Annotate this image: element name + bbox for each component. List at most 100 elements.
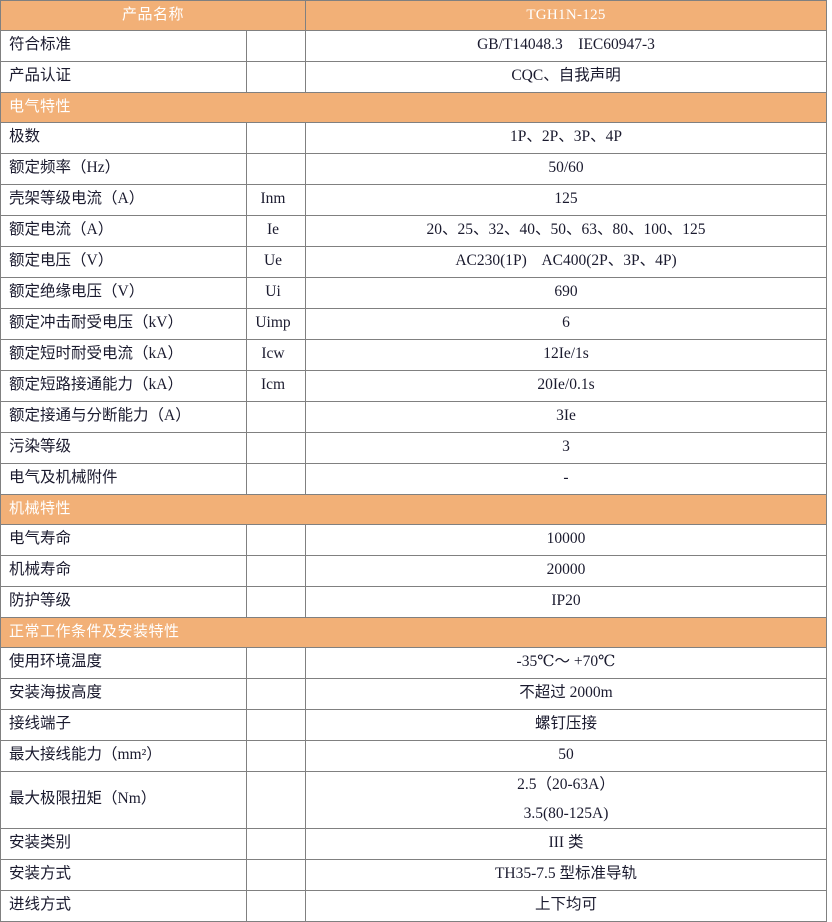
- spec-value-line: -: [563, 469, 569, 487]
- spec-label: 污染等级: [0, 432, 247, 464]
- section-header-label: 电气特性: [0, 92, 828, 123]
- spec-row: 额定电压（V） Ue AC230(1P) AC400(2P、3P、4P): [0, 246, 828, 278]
- spec-label: 额定短时耐受电流（kA）: [0, 339, 247, 371]
- spec-value-line: 50: [558, 746, 574, 764]
- spec-label: 额定绝缘电压（V）: [0, 277, 247, 309]
- spec-row: 额定绝缘电压（V） Ui 690: [0, 277, 828, 309]
- spec-label: 壳架等级电流（A）: [0, 184, 247, 216]
- spec-value: 螺钉压接: [305, 709, 828, 741]
- spec-row: 安装类别 III 类: [0, 828, 828, 860]
- spec-value: 6: [305, 308, 828, 340]
- section-header-label: 机械特性: [0, 494, 828, 525]
- spec-label: 接线端子: [0, 709, 247, 741]
- spec-value-line: 20Ie/0.1s: [537, 376, 595, 394]
- spec-row: 最大接线能力（mm²） 50: [0, 740, 828, 772]
- spec-row: 额定接通与分断能力（A） 3Ie: [0, 401, 828, 433]
- spec-value-line: 50/60: [548, 159, 584, 177]
- spec-symbol: [245, 740, 307, 772]
- spec-value: 50/60: [305, 153, 828, 185]
- spec-symbol: [245, 524, 307, 556]
- spec-row: 额定短路接通能力（kA） Icm 20Ie/0.1s: [0, 370, 828, 402]
- spec-symbol: Ui: [245, 277, 307, 309]
- spec-value: 20000: [305, 555, 828, 587]
- spec-value-line: 上下均可: [535, 896, 598, 914]
- spec-value: 10000: [305, 524, 828, 556]
- spec-symbol: [245, 771, 307, 829]
- spec-value-line: 不超过 2000m: [519, 684, 613, 702]
- spec-value-line: 3.5(80-125A): [523, 804, 609, 822]
- spec-label: 机械寿命: [0, 555, 247, 587]
- spec-value-line: TH35-7.5 型标准导轨: [494, 865, 638, 883]
- spec-label: 最大极限扭矩（Nm）: [0, 771, 247, 829]
- spec-value-line: 125: [554, 190, 578, 208]
- spec-value: -: [305, 463, 828, 495]
- spec-label: 符合标准: [0, 30, 247, 62]
- spec-row: 产品认证 CQC、自我声明: [0, 61, 828, 93]
- spec-symbol: [245, 61, 307, 93]
- spec-symbol: Inm: [245, 184, 307, 216]
- spec-row: 额定短时耐受电流（kA） Icw 12Ie/1s: [0, 339, 828, 371]
- spec-row: 符合标准 GB/T14048.3 IEC60947-3: [0, 30, 828, 62]
- spec-value-line: -35℃～ +70℃: [516, 653, 616, 671]
- spec-label: 防护等级: [0, 586, 247, 618]
- spec-value: 3Ie: [305, 401, 828, 433]
- spec-row: 污染等级 3: [0, 432, 828, 464]
- spec-row: 极数 1P、2P、3P、4P: [0, 122, 828, 154]
- spec-symbol: Ie: [245, 215, 307, 247]
- spec-label: 额定接通与分断能力（A）: [0, 401, 247, 433]
- spec-row: 电气及机械附件 -: [0, 463, 828, 495]
- spec-label: 电气及机械附件: [0, 463, 247, 495]
- spec-value: 50: [305, 740, 828, 772]
- section-header-row: 电气特性: [0, 92, 828, 123]
- spec-symbol: [245, 709, 307, 741]
- spec-row: 电气寿命 10000: [0, 524, 828, 556]
- spec-value: 2.5（20-63A） 3.5(80-125A): [305, 771, 828, 829]
- spec-row: 进线方式 上下均可: [0, 890, 828, 922]
- spec-value: 上下均可: [305, 890, 828, 922]
- spec-value-line: III 类: [548, 834, 584, 852]
- spec-symbol: [245, 30, 307, 62]
- spec-value-line: AC230(1P) AC400(2P、3P、4P): [455, 252, 677, 270]
- spec-value-line: 20000: [546, 561, 586, 579]
- spec-value: 690: [305, 277, 828, 309]
- spec-value-line: 2.5（20-63A）: [517, 776, 615, 794]
- spec-symbol: [245, 463, 307, 495]
- spec-row: 安装海拔高度 不超过 2000m: [0, 678, 828, 710]
- spec-symbol: [245, 678, 307, 710]
- spec-value: TH35-7.5 型标准导轨: [305, 859, 828, 891]
- spec-label: 极数: [0, 122, 247, 154]
- spec-symbol: [245, 555, 307, 587]
- product-name-header: 产品名称: [0, 0, 307, 31]
- spec-value: CQC、自我声明: [305, 61, 828, 93]
- spec-row: 额定冲击耐受电压（kV） Uimp 6: [0, 308, 828, 340]
- spec-value: 125: [305, 184, 828, 216]
- spec-symbol: [245, 859, 307, 891]
- spec-label: 安装海拔高度: [0, 678, 247, 710]
- section-header-row: 机械特性: [0, 494, 828, 525]
- spec-label: 使用环境温度: [0, 647, 247, 679]
- spec-value: 不超过 2000m: [305, 678, 828, 710]
- spec-row: 机械寿命 20000: [0, 555, 828, 587]
- spec-value: -35℃～ +70℃: [305, 647, 828, 679]
- spec-symbol: [245, 647, 307, 679]
- spec-value: AC230(1P) AC400(2P、3P、4P): [305, 246, 828, 278]
- spec-value-line: 12Ie/1s: [543, 345, 589, 363]
- spec-label: 额定短路接通能力（kA）: [0, 370, 247, 402]
- spec-value-line: 1P、2P、3P、4P: [510, 128, 622, 146]
- spec-symbol: [245, 890, 307, 922]
- spec-value: 3: [305, 432, 828, 464]
- spec-symbol: [245, 401, 307, 433]
- spec-value-line: CQC、自我声明: [511, 67, 621, 85]
- spec-label: 额定冲击耐受电压（kV）: [0, 308, 247, 340]
- section-header-label: 正常工作条件及安装特性: [0, 617, 828, 648]
- spec-value: III 类: [305, 828, 828, 860]
- spec-value-line: 3Ie: [556, 407, 576, 425]
- spec-value: IP20: [305, 586, 828, 618]
- spec-value-line: 690: [554, 283, 578, 301]
- spec-symbol: Icm: [245, 370, 307, 402]
- spec-value: GB/T14048.3 IEC60947-3: [305, 30, 828, 62]
- spec-label: 额定频率（Hz）: [0, 153, 247, 185]
- spec-value: 1P、2P、3P、4P: [305, 122, 828, 154]
- spec-row: 额定频率（Hz） 50/60: [0, 153, 828, 185]
- spec-symbol: Ue: [245, 246, 307, 278]
